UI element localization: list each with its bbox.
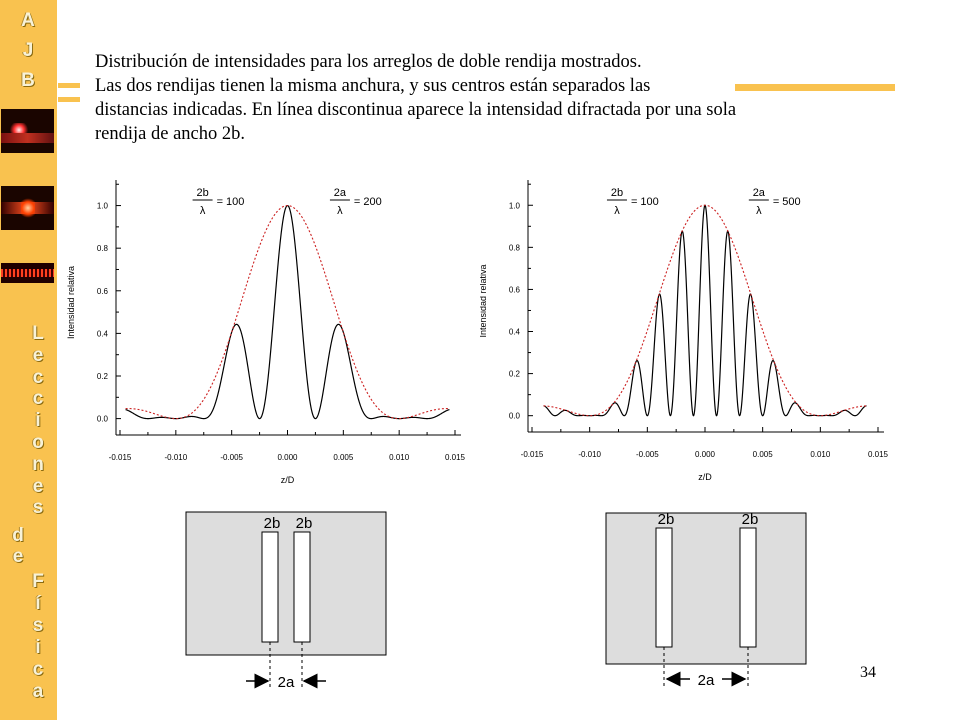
x-tick-label: -0.015 xyxy=(109,453,132,462)
slit-label: 2b xyxy=(658,511,675,528)
y-tick-label: 0.6 xyxy=(509,285,521,294)
title-line: Distribución de intensidades para los ar… xyxy=(95,52,642,72)
decor-bar xyxy=(58,83,80,88)
series-intensity-line xyxy=(125,204,450,420)
x-tick-label: -0.005 xyxy=(220,453,243,462)
sidebar-letter: o xyxy=(32,432,44,453)
y-tick-label: 1.0 xyxy=(97,202,109,211)
title-line: rendija de ancho 2b. xyxy=(95,124,245,144)
y-tick-label: 0.2 xyxy=(509,370,521,379)
x-tick-label: -0.015 xyxy=(521,450,544,459)
x-tick-label: 0.010 xyxy=(389,453,410,462)
sidebar-letter: c xyxy=(32,366,44,388)
laser-thumbnail-2 xyxy=(1,186,54,230)
fraction-denominator: λ xyxy=(756,205,762,217)
y-tick-label: 0.6 xyxy=(97,287,109,296)
sidebar-letter: d xyxy=(12,525,24,546)
sidebar-letter: a xyxy=(32,681,44,702)
sidebar-letter-a: A xyxy=(21,10,35,31)
slit-screen xyxy=(185,511,387,656)
sidebar-letter: í xyxy=(35,593,41,614)
x-tick-label: -0.005 xyxy=(636,450,659,459)
sidebar-letter: s xyxy=(32,497,44,519)
series-envelope-line xyxy=(543,204,867,417)
sidebar-letter: e xyxy=(32,344,44,366)
fraction-numerator: 2a xyxy=(334,187,347,199)
x-axis-label: z/D xyxy=(698,472,712,482)
sidebar-letter: F xyxy=(32,571,44,592)
y-tick-label: 0.4 xyxy=(509,328,521,337)
slit xyxy=(739,527,757,648)
y-tick-label: 0.0 xyxy=(509,412,521,421)
x-tick-label: 0.005 xyxy=(753,450,774,459)
decor-bar-right xyxy=(735,84,895,91)
slit xyxy=(261,531,279,643)
slit-diagram-right: 2b 2b 2a xyxy=(605,511,807,689)
fraction-numerator: 2b xyxy=(196,187,208,199)
sidebar-letter: s xyxy=(32,615,44,636)
x-tick-label: 0.000 xyxy=(695,450,716,459)
title-line: Las dos rendijas tienen la misma anchura… xyxy=(95,76,651,96)
y-axis-label: Intensidad relativa xyxy=(480,264,488,337)
series-intensity-line xyxy=(543,204,867,417)
x-tick-label: 0.015 xyxy=(445,453,466,462)
sidebar-letter: i xyxy=(35,410,41,432)
separation-label: 2a xyxy=(698,672,715,689)
y-axis-label: Intensidad relativa xyxy=(66,266,76,339)
slit-diagram-left: 2b 2b 2a xyxy=(185,511,387,691)
chart-left: 0.0 0.2 0.4 0.6 0.8 1.0 -0.015 -0.010 -0.005 0.00… xyxy=(66,180,466,485)
sidebar-letter: n xyxy=(32,453,44,475)
fraction-value: = 100 xyxy=(631,196,659,208)
y-tick-label: 0.8 xyxy=(97,244,109,253)
sidebar-letter: c xyxy=(32,388,44,410)
page-title: Distribución de intensidades para los ar… xyxy=(95,50,875,146)
fraction-numerator: 2a xyxy=(753,187,766,199)
title-line: distancias indicadas. En línea discontin… xyxy=(95,100,737,120)
slit-label: 2b xyxy=(264,515,281,532)
separation-label: 2a xyxy=(278,674,295,691)
x-axis-label: z/D xyxy=(281,475,295,485)
sidebar-letter: L xyxy=(32,323,44,344)
fraction-value: = 500 xyxy=(773,196,801,208)
y-tick-label: 0.2 xyxy=(97,372,109,381)
y-tick-label: 0.8 xyxy=(509,243,521,252)
x-tick-label: 0.015 xyxy=(868,450,889,459)
sidebar-letter: i xyxy=(35,637,41,658)
fraction-value: = 100 xyxy=(217,196,245,208)
slit-label: 2b xyxy=(742,511,759,528)
y-tick-label: 1.0 xyxy=(509,201,521,210)
laser-thumbnail-1 xyxy=(1,109,54,153)
series-envelope-line xyxy=(125,205,450,420)
x-tick-label: 0.005 xyxy=(333,453,354,462)
fraction-numerator: 2b xyxy=(611,187,623,199)
slit-screen xyxy=(605,512,807,665)
y-tick-label: 0.4 xyxy=(97,329,109,338)
x-tick-label: 0.000 xyxy=(277,453,298,462)
page-number: 34 xyxy=(860,664,876,681)
x-tick-label: -0.010 xyxy=(578,450,601,459)
sidebar-letter: c xyxy=(32,659,44,680)
sidebar-letter-j: J xyxy=(22,40,34,61)
slit-label: 2b xyxy=(296,515,313,532)
x-tick-label: 0.010 xyxy=(810,450,831,459)
fraction-value: = 200 xyxy=(354,196,382,208)
y-tick-label: 0.0 xyxy=(97,415,109,424)
fringe-thumbnail xyxy=(1,263,54,283)
sidebar-letter: e xyxy=(32,475,44,497)
decor-bar xyxy=(58,97,80,102)
fraction-denominator: λ xyxy=(200,205,206,217)
x-tick-label: -0.010 xyxy=(164,453,187,462)
sidebar-letter-b: B xyxy=(21,70,35,91)
slit xyxy=(293,531,311,643)
sidebar-letter: e xyxy=(12,546,24,567)
fraction-denominator: λ xyxy=(614,205,620,217)
fraction-denominator: λ xyxy=(337,205,343,217)
slit xyxy=(655,527,673,648)
chart-right: 0.0 0.2 0.4 0.6 0.8 1.0 -0.015 -0.010 -0.005 0.00… xyxy=(480,180,889,482)
